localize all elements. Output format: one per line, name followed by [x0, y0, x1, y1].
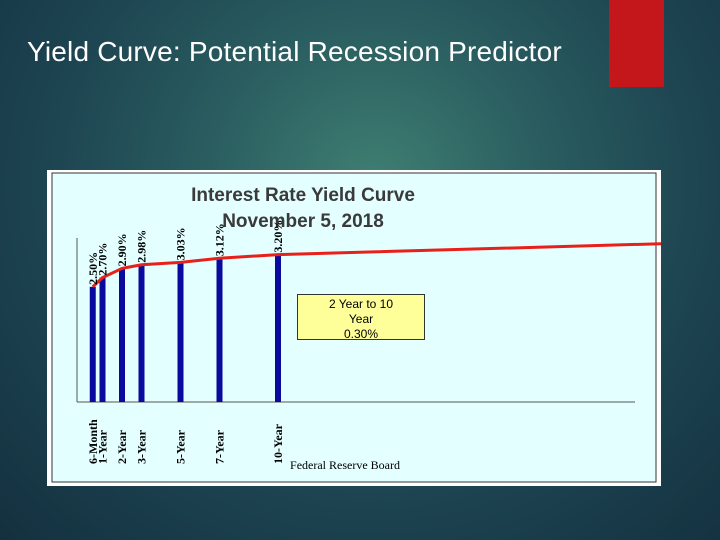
trend-layer: [91, 242, 661, 288]
value-label-3-year: 2.98%: [135, 230, 149, 263]
bar-10-year: [275, 254, 281, 402]
annotation-line-2: Year: [348, 312, 374, 326]
bar-1-year: [99, 277, 106, 402]
x-tick-label-2-year: 2-Year: [115, 429, 129, 464]
chart-figure: Interest Rate Yield Curve November 5, 20…: [47, 170, 661, 486]
bar-2-year: [119, 268, 125, 402]
yield-trend-line: [91, 242, 661, 288]
chart-source: Federal Reserve Board: [290, 458, 400, 472]
x-tick-label-10-year: 10-Year: [271, 423, 285, 464]
value-label-7-year: 3.12%: [213, 223, 227, 256]
bar-7-year: [216, 258, 223, 402]
x-tick-label-5-year: 5-Year: [174, 429, 188, 464]
bar-3-year: [138, 264, 145, 402]
yield-curve-chart: Interest Rate Yield Curve November 5, 20…: [51, 172, 661, 483]
value-label-2-year: 2.90%: [115, 233, 129, 266]
accent-tab: [609, 0, 664, 87]
annotation-line-1: 2 Year to 10: [328, 297, 394, 311]
slide-title: Yield Curve: Potential Recession Predict…: [27, 36, 562, 67]
bars-layer: [89, 254, 281, 402]
x-tick-label-3-year: 3-Year: [135, 429, 149, 464]
bar-6-month: [89, 286, 96, 402]
value-label-6-month: 2.50%: [86, 252, 100, 285]
value-label-10-year: 3.20%: [271, 220, 285, 253]
labels-layer: 2.50% 6-Month 2.70% 1-Year 2.90% 2-Year 2.98% 3…: [86, 220, 285, 464]
chart-subtitle: November 5, 2018: [222, 211, 384, 232]
annotation-line-3: 0.30%: [343, 327, 379, 341]
spread-annotation: 2 Year to 10 Year 0.30%: [297, 294, 425, 341]
x-tick-label-7-year: 7-Year: [213, 429, 227, 464]
bar-5-year: [177, 262, 184, 402]
value-label-1-year: 2.70%: [96, 243, 110, 276]
x-tick-label-6-month: 6-Month: [86, 419, 100, 464]
value-label-5-year: 3.03%: [174, 227, 188, 260]
x-tick-label-1-year: 1-Year: [96, 429, 110, 464]
chart-title: Interest Rate Yield Curve: [191, 185, 415, 206]
